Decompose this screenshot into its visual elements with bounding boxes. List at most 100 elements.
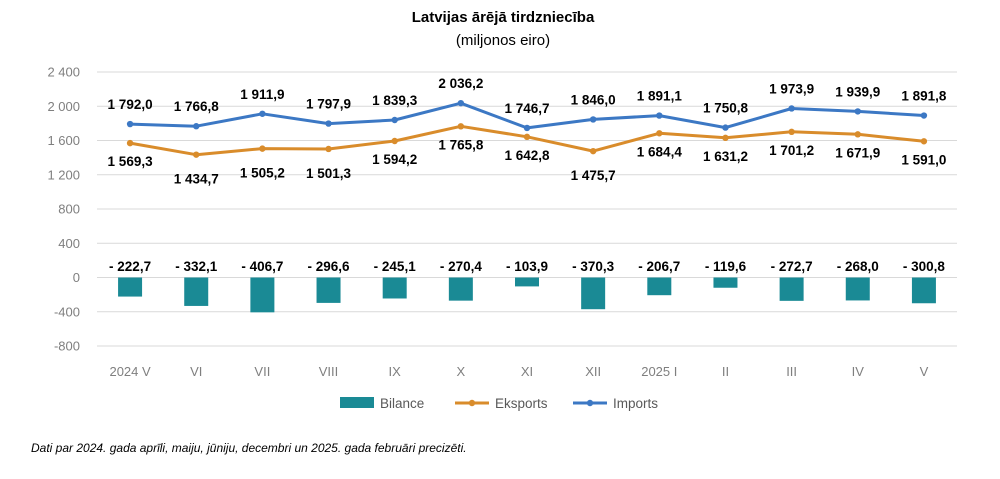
bilance-label: - 206,7 (638, 259, 680, 274)
bilance-label: - 119,6 (705, 259, 747, 274)
y-tick-label: 1 600 (47, 133, 80, 148)
bilance-bar (581, 277, 606, 310)
eksports-point (523, 133, 531, 141)
imports-label: 1 891,8 (901, 89, 947, 104)
legend-marker-eksports (468, 399, 476, 407)
chart-title: Latvijas ārējā tirdzniecība (412, 9, 595, 26)
eksports-point (325, 145, 332, 153)
chart-subtitle: (miljonos eiro) (456, 32, 550, 49)
bilance-bar (382, 277, 407, 299)
x-tick-label: 2025 I (641, 364, 677, 379)
imports-label: 1 911,9 (240, 87, 284, 102)
bilance-label: - 332,1 (175, 259, 218, 274)
imports-label: 1 766,8 (174, 99, 220, 114)
eksports-point (391, 137, 398, 145)
imports-point (854, 108, 861, 115)
y-tick-label: -800 (54, 339, 80, 354)
bilance-label: - 272,7 (771, 259, 813, 274)
x-tick-label: XII (585, 364, 601, 379)
imports-label: 1 746,7 (504, 101, 549, 116)
imports-label: 1 750,8 (703, 101, 749, 116)
imports-point (523, 124, 531, 132)
legend-swatch-bilance (340, 397, 374, 408)
bilance-label: - 370,3 (572, 259, 615, 274)
bilance-label: - 296,6 (308, 259, 351, 274)
x-tick-label: VI (190, 364, 202, 379)
y-tick-label: -400 (54, 304, 80, 319)
imports-point (126, 120, 134, 128)
bilance-label: - 300,8 (903, 259, 946, 274)
bilance-bar (184, 277, 209, 306)
bilance-label: - 245,1 (374, 259, 417, 274)
gridlines (97, 71, 957, 347)
x-tick-label: XI (521, 364, 533, 379)
eksports-label: 1 475,7 (571, 168, 616, 183)
y-tick-label: 0 (73, 270, 80, 285)
y-tick-label: 400 (58, 236, 80, 251)
bilance-bar (713, 277, 738, 288)
imports-point (788, 105, 795, 112)
y-axis: 2 400 2 000 1 600 1 200 800 400 0 -400 -800 (47, 65, 80, 354)
bilance-label: - 270,4 (440, 259, 483, 274)
eksports-point (656, 130, 663, 137)
legend-label-eksports: Eksports (495, 396, 548, 411)
eksports-label: 1 701,2 (769, 143, 814, 158)
legend: Bilance Eksports Imports (340, 396, 658, 411)
eksports-point (589, 147, 597, 155)
footnote: Dati par 2024. gada aprīli, maiju, jūnij… (31, 441, 467, 455)
imports-label: 2 036,2 (438, 76, 483, 91)
imports-point (589, 116, 597, 123)
eksports-point (854, 131, 861, 138)
y-tick-label: 800 (58, 202, 80, 217)
imports-point (457, 99, 465, 107)
imports-label: 1 797,9 (306, 97, 351, 112)
eksports-label: 1 765,8 (438, 137, 484, 152)
imports-point (193, 123, 200, 130)
legend-marker-imports (586, 399, 594, 407)
imports-label: 1 839,3 (372, 93, 418, 108)
eksports-label: 1 505,2 (240, 166, 285, 181)
data-labels: - 222,7 - 332,1 - 406,7 - 296,6 - 245,1 - 270… (108, 76, 947, 274)
y-tick-label: 2 400 (47, 65, 80, 80)
imports-point (391, 116, 398, 124)
eksports-label: 1 684,4 (637, 144, 683, 159)
imports-label: 1 891,1 (637, 89, 683, 104)
eksports-point (259, 145, 266, 152)
eksports-label: 1 569,3 (108, 154, 154, 169)
x-tick-label: V (920, 364, 929, 379)
bilance-bar (448, 277, 473, 301)
imports-label: 1 792,0 (108, 97, 153, 112)
legend-label-imports: Imports (613, 396, 658, 411)
imports-label: 1 846,0 (571, 92, 616, 107)
eksports-label: 1 631,2 (703, 149, 748, 164)
x-tick-label: II (722, 364, 729, 379)
bilance-bar (250, 277, 275, 313)
eksports-label: 1 671,9 (835, 145, 880, 160)
x-tick-label: IV (852, 364, 865, 379)
bilance-label: - 222,7 (109, 259, 151, 274)
bilance-bar (118, 277, 143, 297)
eksports-point (920, 138, 928, 145)
imports-point (656, 112, 663, 119)
eksports-label: 1 642,8 (504, 148, 550, 163)
eksports-point (722, 134, 729, 142)
imports-point (325, 120, 332, 127)
imports-point (722, 124, 729, 131)
bilance-bar (515, 277, 539, 287)
y-tick-label: 1 200 (47, 167, 80, 182)
eksports-point (457, 123, 465, 130)
x-tick-label: VII (254, 364, 270, 379)
eksports-point (788, 128, 795, 136)
eksports-point (126, 139, 134, 147)
bilance-bar (845, 277, 870, 301)
eksports-label: 1 591,0 (901, 152, 946, 167)
imports-point (259, 110, 266, 117)
bilance-bar (779, 277, 804, 301)
line-series (126, 99, 928, 158)
x-tick-label: X (457, 364, 466, 379)
imports-point (920, 112, 928, 119)
eksports-point (193, 151, 200, 158)
bilance-label: - 103,9 (506, 259, 548, 274)
bilance-label: - 268,0 (837, 259, 879, 274)
